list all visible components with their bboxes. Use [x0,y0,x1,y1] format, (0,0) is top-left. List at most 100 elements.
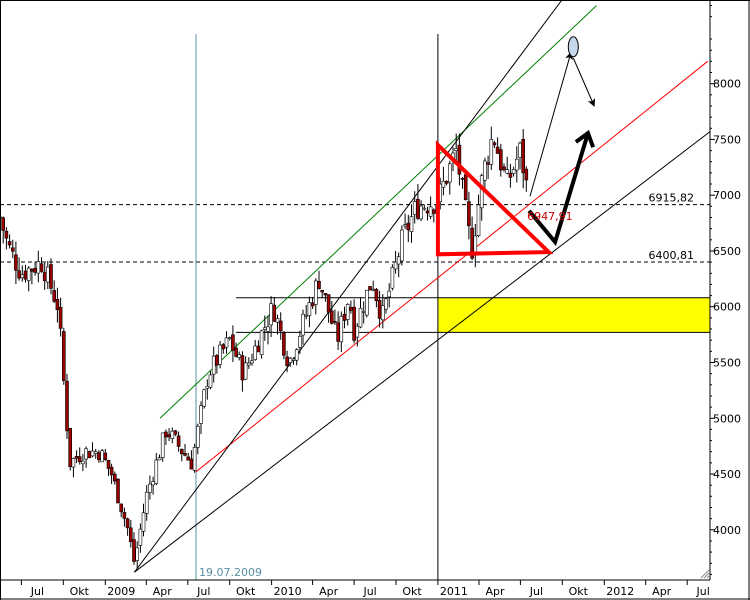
x-tick-label: 2012 [606,585,634,598]
candle-body [87,451,92,459]
candle-body [20,274,25,278]
candle-body [14,254,18,271]
candle-body [173,430,178,435]
candle-body [109,466,114,476]
triangle-pattern [435,140,554,257]
y-tick-label: 4000 [713,524,741,537]
candle-body [460,178,465,180]
y-tick-label: 8000 [713,78,741,91]
candle-body [157,457,162,461]
candle-body [256,345,261,353]
candle-body [122,512,127,519]
y-tick-label: 7000 [713,189,741,202]
candlestick-series [0,126,529,569]
candle-body [505,169,510,174]
candle-body [30,268,34,272]
candle-body [26,267,31,281]
candle-body [253,345,257,360]
candle-body [240,355,245,381]
candle-body [135,547,139,561]
x-tick-label: 2011 [440,585,468,598]
candle-body [294,349,299,361]
candle-body [384,298,388,310]
candle-body [422,207,427,210]
x-tick-label: Okt [236,585,256,598]
resize-grip-icon [700,569,710,579]
candle-body [119,503,123,513]
candle-body [390,267,395,289]
y-axis-ticks: 4000 4500 5000 5500 6000 6500 7000 7500 8000 [710,5,741,575]
candle-body [250,360,254,364]
candle-body [71,458,76,468]
candle-body [49,264,53,289]
candle-body [7,241,12,246]
candle-body [400,229,404,262]
x-tick-label: Apr [153,585,173,598]
candle-body [486,162,490,165]
candle-body [419,205,423,220]
candle-body [61,331,66,381]
candle-body [113,473,117,482]
candle-body [403,224,407,227]
candle-body [196,425,200,448]
y-tick-label: 4500 [713,468,741,481]
candle-body [333,320,337,323]
candle-body [288,357,293,363]
candle-body [361,311,366,313]
candle-body [199,405,203,424]
candle-body [463,174,468,201]
candle-body [298,335,302,348]
x-axis-ticks: Jul Okt 2009 Apr Jul Okt 2010 Apr Jul Okt 2011 Apr J… [20,580,710,598]
candle-body [154,459,159,484]
candle-body [396,256,401,265]
candle-body [39,263,44,272]
candle-body [317,280,321,289]
candle-body [441,180,446,188]
candle-body [144,491,149,514]
support-zone [437,297,710,333]
candle-body [272,304,277,322]
candle-body [202,389,206,407]
candle-body [74,455,79,459]
candle-body [336,322,340,342]
candle-body [476,204,481,236]
candle-body [467,201,471,227]
candle-body [97,452,101,461]
price-levels: 6915,82 6400,81 [0,192,710,263]
level-label: 6915,82 [649,192,695,205]
candle-body [221,344,226,350]
candle-body [329,310,334,324]
candle-body [1,217,6,231]
candle-body [310,302,315,307]
candle-body [489,139,494,165]
scenario-arrow [572,57,596,107]
candle-body [33,267,37,273]
x-tick-label: Jul [696,585,710,598]
candle-body [259,330,264,355]
candle-body [393,261,398,270]
candle-body [211,355,216,375]
candle-body [409,216,414,232]
candle-body [234,347,238,357]
level-label: 6400,81 [649,249,695,262]
candle-body [243,362,248,380]
candle-body [428,206,433,217]
candle-body [320,289,325,293]
candle-body [377,299,382,319]
candle-body [23,270,28,280]
candle-body [502,166,506,170]
x-tick-label: Jul [529,585,543,598]
candle-body [68,427,72,467]
candle-body [323,293,328,296]
candle-body [17,270,21,279]
trend-line [134,131,711,573]
candle-body [180,448,184,455]
candle-body [508,172,513,178]
candle-body [106,459,111,469]
candle-body [479,175,484,209]
candle-body [186,456,190,461]
candle-body [352,306,356,341]
candle-body [208,374,213,388]
